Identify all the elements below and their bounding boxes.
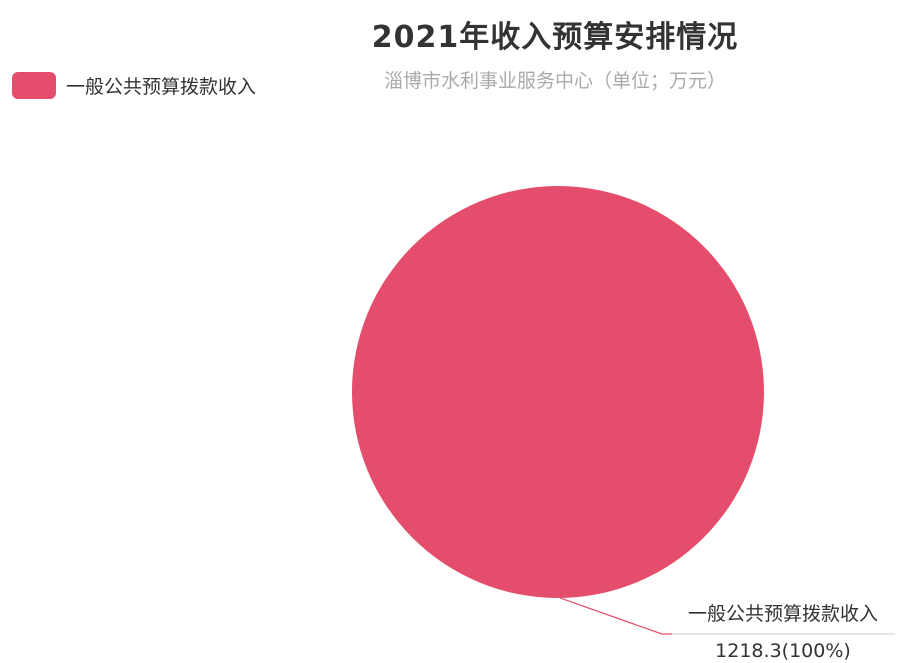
slice-label-leader-line [559, 597, 672, 635]
slice-value-label: 1218.3(100%) [715, 640, 851, 662]
legend-label: 一般公共预算拨款收入 [66, 76, 257, 98]
legend-swatch [12, 72, 56, 99]
chart-subtitle: 淄博市水利事业服务中心（单位；万元） [383, 70, 726, 92]
chart-title: 2021年收入预算安排情况 [371, 20, 739, 55]
pie-slice-0[interactable] [352, 186, 764, 598]
legend-item-general-budget[interactable]: 一般公共预算拨款收入 [12, 72, 256, 99]
slice-name-label: 一般公共预算拨款收入 [688, 603, 878, 625]
